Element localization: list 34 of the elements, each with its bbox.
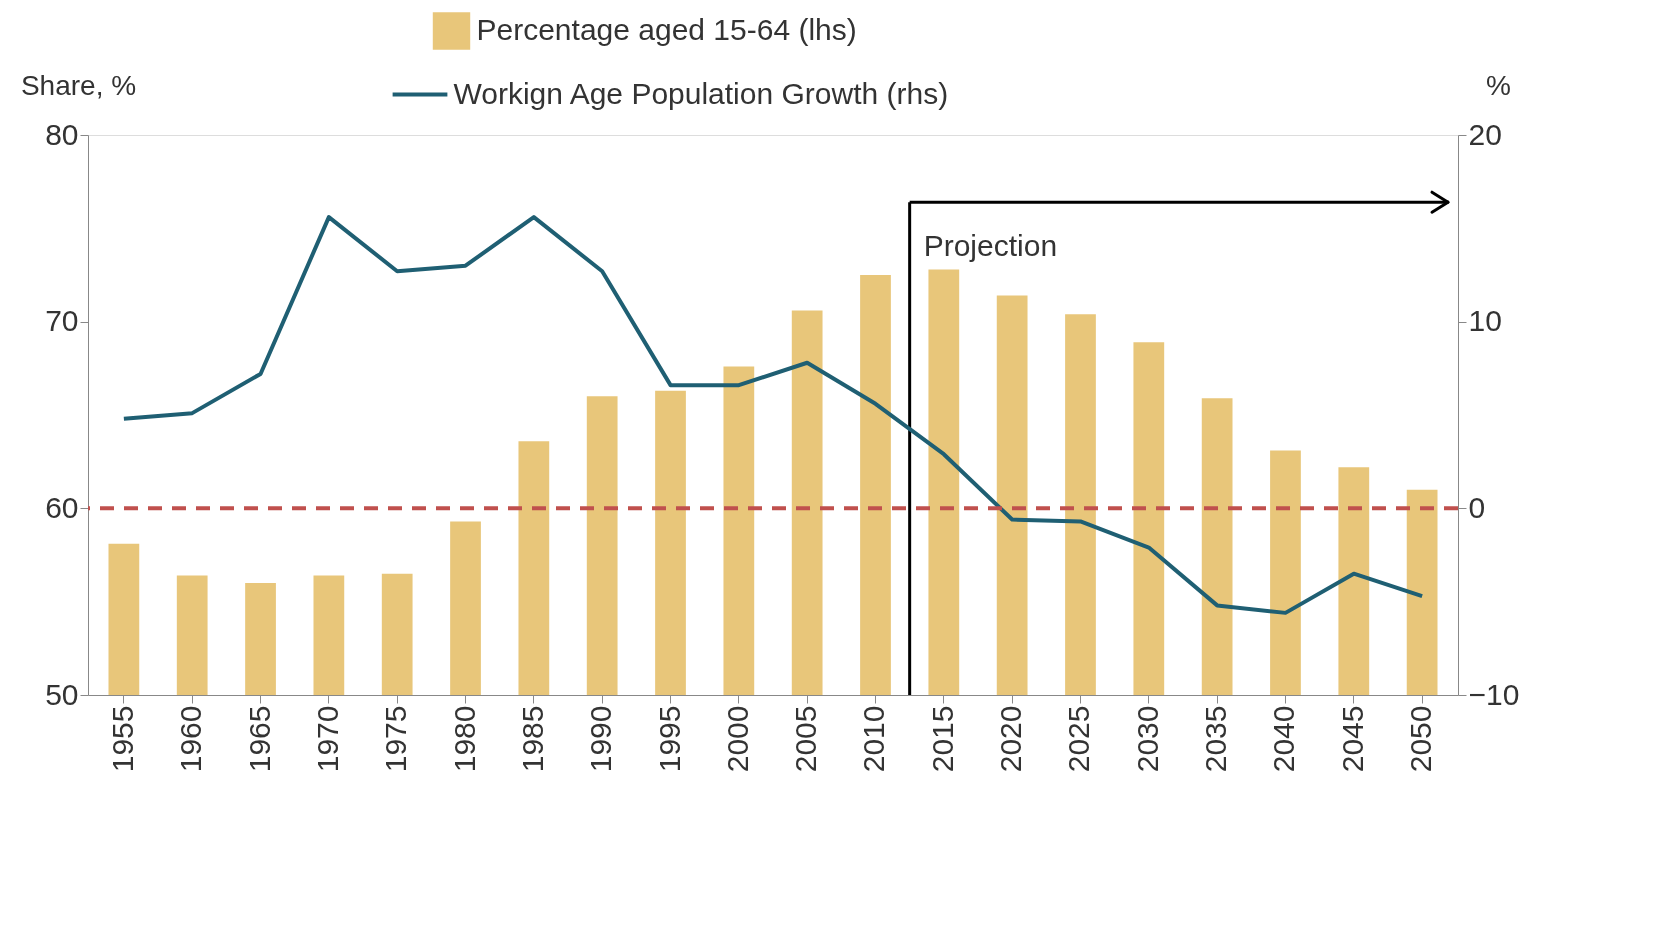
legend-label: Workign Age Population Growth (rhs) <box>453 76 949 110</box>
x-tick-label: 2045 <box>1335 705 1369 773</box>
line-series <box>121 215 1425 615</box>
y-tick-label: 50 <box>45 677 79 711</box>
x-tick-label: 1955 <box>105 705 139 773</box>
x-tick-label: 2010 <box>857 705 891 773</box>
x-tick-label: 1990 <box>584 705 618 773</box>
x-tick-label: 1975 <box>379 705 413 773</box>
y2-tick-label: 20 <box>1468 117 1502 151</box>
y-tick-label: 60 <box>45 490 79 524</box>
x-tick-label: 1995 <box>652 705 686 773</box>
x-tick-label: 2040 <box>1267 705 1301 773</box>
x-tick-label: 2035 <box>1199 705 1233 773</box>
x-tick-label: 2005 <box>789 705 823 773</box>
x-tick-label: 1985 <box>515 705 549 773</box>
y-tick-label: 70 <box>45 304 79 338</box>
y-axis-title: Share, % <box>20 69 137 101</box>
x-tick-label: 1965 <box>242 705 276 773</box>
x-tick-label: 2050 <box>1404 705 1438 773</box>
x-tick-label: 2015 <box>925 705 959 773</box>
ref-line-label: Projection <box>923 229 1058 263</box>
x-tick-label: 2000 <box>720 705 754 773</box>
x-tick-label: 1970 <box>310 705 344 773</box>
x-tick-label: 1980 <box>447 705 481 773</box>
legend-label: Percentage aged 15-64 (lhs) <box>476 13 857 46</box>
y2-axis-title: % <box>1486 69 1511 101</box>
y2-tick-label: −10 <box>1468 677 1520 711</box>
y2-tick-label: 0 <box>1468 490 1486 524</box>
x-tick-label: 2020 <box>994 705 1028 773</box>
x-tick-label: 1960 <box>174 705 208 773</box>
y2-tick-label: 10 <box>1468 304 1502 338</box>
y-tick-label: 80 <box>45 117 79 151</box>
x-tick-label: 2025 <box>1062 705 1096 773</box>
x-tick-label: 2030 <box>1130 705 1164 773</box>
